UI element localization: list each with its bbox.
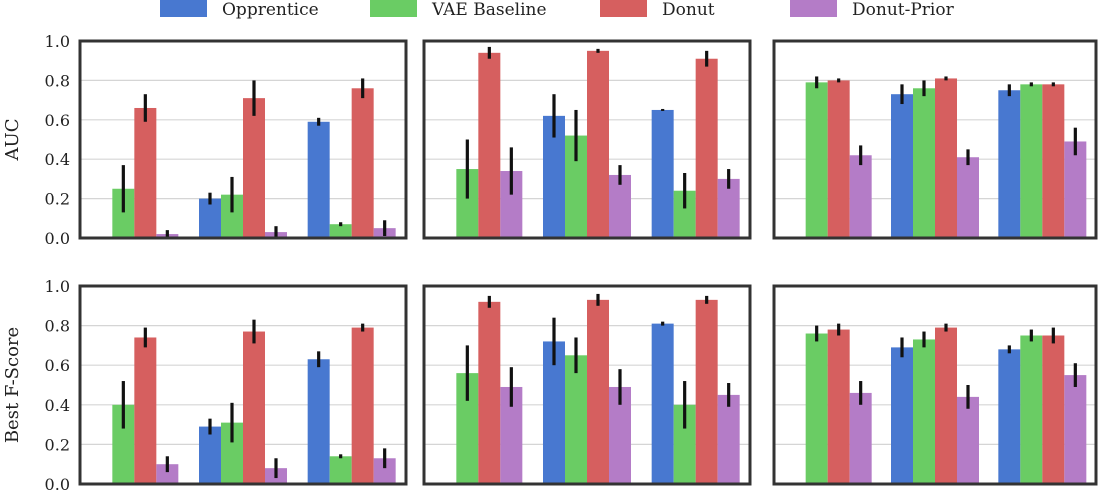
bar-r1p3-g1-s2 bbox=[805, 82, 828, 239]
bar-r1p3-g3-s2 bbox=[1020, 84, 1043, 238]
panel-frame-r1p3 bbox=[772, 39, 1098, 240]
panel-frame-r2p1 bbox=[78, 284, 408, 486]
y-tick-label-row-1-5: 1.0 bbox=[45, 32, 70, 51]
bar-r2p3-g2-s3 bbox=[935, 327, 957, 484]
bar-r2p1-g3-s4 bbox=[373, 458, 396, 484]
legend-label-2: VAE Baseline bbox=[431, 0, 547, 20]
bar-r2p2-g3-s4 bbox=[717, 394, 740, 484]
bar-r1p3-g2-s1 bbox=[891, 94, 913, 238]
legend-swatch-3 bbox=[600, 0, 647, 17]
bar-r1p3-g2-s4 bbox=[957, 157, 979, 238]
bar-r1p1-g3-s2 bbox=[329, 224, 352, 238]
bar-r1p2-g2-s1 bbox=[543, 115, 565, 238]
y-axis-label-row-2: Best F-Score bbox=[2, 327, 23, 443]
legend-swatch-4 bbox=[790, 0, 837, 17]
bar-r2p1-g2-s3 bbox=[243, 331, 265, 484]
bar-r1p3-g3-s4 bbox=[1064, 141, 1087, 238]
y-axis-label-row-1: AUC bbox=[2, 119, 23, 162]
y-tick-label-row-2-1: 0.2 bbox=[45, 435, 70, 454]
y-tick-label-row-1-4: 0.8 bbox=[45, 71, 70, 90]
legend-label-1: Opprentice bbox=[222, 0, 319, 20]
legend-swatch-2 bbox=[370, 0, 417, 17]
bar-r1p2-g3-s1 bbox=[651, 109, 674, 238]
bar-r1p2-g3-s3 bbox=[695, 58, 718, 239]
y-tick-label-row-1-1: 0.2 bbox=[45, 190, 70, 209]
panel-frame-r1p2 bbox=[422, 39, 752, 240]
legend-label-3: Donut bbox=[662, 0, 715, 20]
bar-r2p1-g3-s1 bbox=[307, 359, 330, 484]
bar-r2p3-g3-s4 bbox=[1064, 375, 1087, 484]
bar-r2p3-g2-s4 bbox=[957, 396, 979, 484]
panel-frame-r2p3 bbox=[772, 284, 1098, 486]
bar-r2p3-g1-s3 bbox=[827, 329, 850, 484]
bar-r1p2-g2-s4 bbox=[609, 174, 631, 238]
y-tick-label-row-2-3: 0.6 bbox=[45, 356, 70, 375]
panel-frame-r1p1 bbox=[78, 39, 408, 240]
bar-r2p2-g3-s3 bbox=[695, 299, 718, 484]
bar-r1p1-g3-s1 bbox=[307, 121, 330, 238]
bar-r2p2-g3-s1 bbox=[651, 323, 674, 484]
y-tick-label-row-1-3: 0.6 bbox=[45, 111, 70, 130]
bar-r2p2-g1-s4 bbox=[500, 386, 523, 484]
bar-r2p1-g1-s2 bbox=[112, 404, 135, 484]
bar-r2p3-g3-s1 bbox=[998, 349, 1021, 484]
bar-r1p1-g2-s2 bbox=[221, 194, 243, 238]
bar-r2p2-g2-s1 bbox=[543, 341, 565, 484]
legend-label-4: Donut-Prior bbox=[852, 0, 955, 20]
bar-r2p3-g2-s1 bbox=[891, 347, 913, 484]
bar-r1p2-g2-s2 bbox=[565, 135, 587, 238]
bar-r2p2-g1-s2 bbox=[456, 373, 479, 484]
legend-swatch-1 bbox=[160, 0, 207, 17]
bar-r1p2-g2-s3 bbox=[587, 50, 609, 238]
bar-r1p2-g3-s2 bbox=[673, 190, 696, 238]
bar-r2p1-g3-s2 bbox=[329, 456, 352, 484]
bar-r2p2-g1-s3 bbox=[478, 301, 501, 484]
bar-r1p1-g2-s3 bbox=[243, 98, 265, 238]
bar-r2p2-g2-s4 bbox=[609, 386, 631, 484]
bar-r2p1-g2-s1 bbox=[199, 426, 221, 484]
bar-r1p3-g3-s3 bbox=[1042, 84, 1065, 238]
bar-r1p3-g1-s3 bbox=[827, 80, 850, 239]
bar-r2p1-g2-s2 bbox=[221, 422, 243, 484]
bar-r1p2-g1-s2 bbox=[456, 169, 479, 238]
bar-r2p3-g2-s2 bbox=[913, 339, 935, 484]
bar-r2p1-g3-s3 bbox=[351, 327, 374, 484]
bar-r2p3-g1-s2 bbox=[805, 333, 828, 484]
y-tick-label-row-2-4: 0.8 bbox=[45, 317, 70, 336]
bar-r2p1-g1-s4 bbox=[156, 464, 179, 484]
bar-r1p2-g3-s4 bbox=[717, 178, 740, 238]
bar-r1p1-g1-s2 bbox=[112, 188, 135, 238]
y-tick-label-row-2-0: 0.0 bbox=[45, 475, 70, 493]
y-tick-label-row-2-2: 0.4 bbox=[45, 396, 70, 415]
bar-r2p2-g3-s2 bbox=[673, 404, 696, 484]
y-tick-label-row-1-2: 0.4 bbox=[45, 150, 70, 169]
y-tick-label-row-2-5: 1.0 bbox=[45, 277, 70, 296]
bar-r2p3-g3-s2 bbox=[1020, 335, 1043, 484]
bar-r1p1-g3-s3 bbox=[351, 88, 374, 238]
bar-r2p1-g1-s3 bbox=[134, 337, 157, 484]
bar-r2p2-g2-s3 bbox=[587, 299, 609, 484]
bar-r1p1-g1-s3 bbox=[134, 107, 157, 238]
bar-r1p1-g2-s1 bbox=[199, 198, 221, 238]
bar-r2p3-g3-s3 bbox=[1042, 335, 1065, 484]
bar-r1p3-g3-s1 bbox=[998, 90, 1021, 238]
bar-r1p2-g1-s3 bbox=[478, 52, 501, 238]
bar-r2p3-g1-s4 bbox=[849, 392, 872, 484]
bar-r1p3-g2-s2 bbox=[913, 88, 935, 238]
bar-r1p3-g2-s3 bbox=[935, 78, 957, 239]
panel-frame-r2p2 bbox=[422, 284, 752, 486]
bar-r1p3-g1-s4 bbox=[849, 155, 872, 238]
y-tick-label-row-1-0: 0.0 bbox=[45, 229, 70, 248]
bar-r1p2-g1-s4 bbox=[500, 171, 523, 238]
bar-r2p2-g2-s2 bbox=[565, 355, 587, 484]
